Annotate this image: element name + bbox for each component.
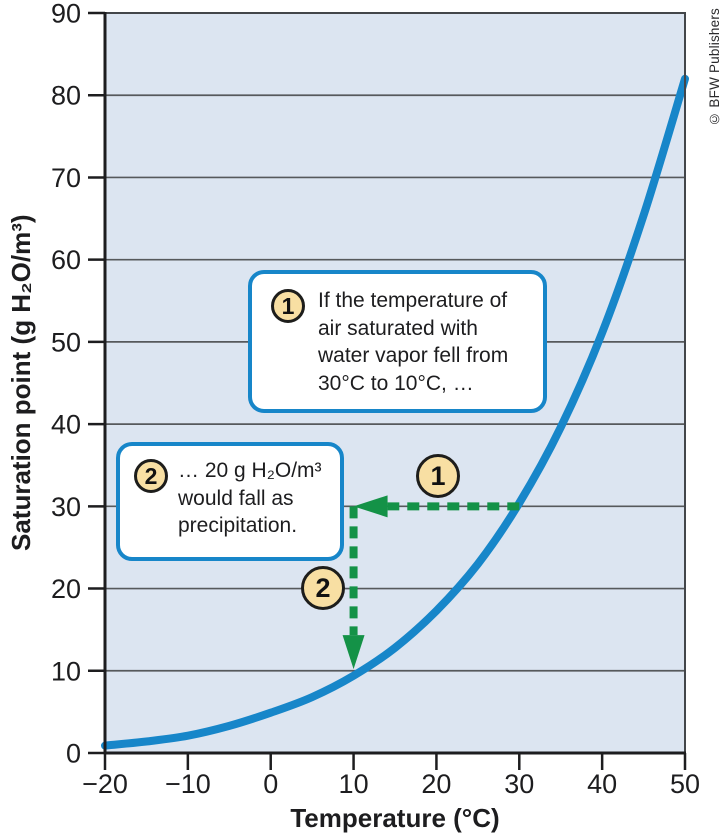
x-tick-label: −10 (165, 769, 211, 799)
x-tick-label: 20 (421, 769, 451, 799)
y-tick-label: 70 (51, 163, 81, 193)
callout-2-line: precipitation. (178, 514, 298, 537)
y-tick-label: 50 (51, 327, 81, 357)
y-tick-label: 40 (51, 410, 81, 440)
callout-2-line: would fall as (178, 486, 294, 510)
y-tick-label: 20 (51, 574, 81, 604)
y-tick-label: 60 (51, 245, 81, 275)
y-tick-label: 10 (51, 656, 81, 686)
y-tick-label: 80 (51, 81, 81, 111)
callout-1-line: air saturated with (318, 316, 478, 340)
y-tick-label: 90 (51, 0, 81, 29)
step-2-badge: 2 (134, 459, 168, 493)
y-tick-label: 30 (51, 492, 81, 522)
callout-step-2: 2 … 20 g H₂O/m³ would fall as precipitat… (116, 442, 344, 561)
step-1-badge: 1 (271, 289, 305, 323)
saturation-curve (101, 74, 689, 750)
x-tick-label: 30 (504, 769, 534, 799)
callout-2-text: … 20 g H₂O/m³ would fall as precipitatio… (178, 456, 322, 540)
callout-step-1: 1 If the temperature of air saturated wi… (248, 270, 547, 413)
y-axis-title: Saturation point (g H₂O/m³) (6, 214, 36, 552)
x-tick-label: 10 (339, 769, 369, 799)
arrow-1-marker-badge: 1 (416, 454, 460, 498)
callout-1-line: water vapor fell from (318, 344, 509, 367)
x-tick-label: 50 (670, 769, 700, 799)
x-tick-label: −20 (82, 769, 128, 799)
callout-2-line: … 20 g H₂O/m³ (178, 459, 322, 482)
arrow-2-marker-badge: 2 (301, 566, 345, 610)
copyright-credit: © BFW Publishers (707, 8, 722, 127)
callout-1-line: 30°C to 10°C, … (318, 371, 474, 395)
y-tick-label: 0 (66, 739, 81, 769)
callout-1-text: If the temperature of air saturated with… (318, 286, 508, 397)
callout-1-line: If the temperature of (318, 289, 508, 312)
x-axis-title: Temperature (°C) (290, 803, 500, 833)
arrow-2-head (342, 635, 365, 670)
x-tick-label: 0 (263, 769, 278, 799)
x-tick-label: 40 (587, 769, 617, 799)
arrow-1-head (353, 495, 388, 518)
